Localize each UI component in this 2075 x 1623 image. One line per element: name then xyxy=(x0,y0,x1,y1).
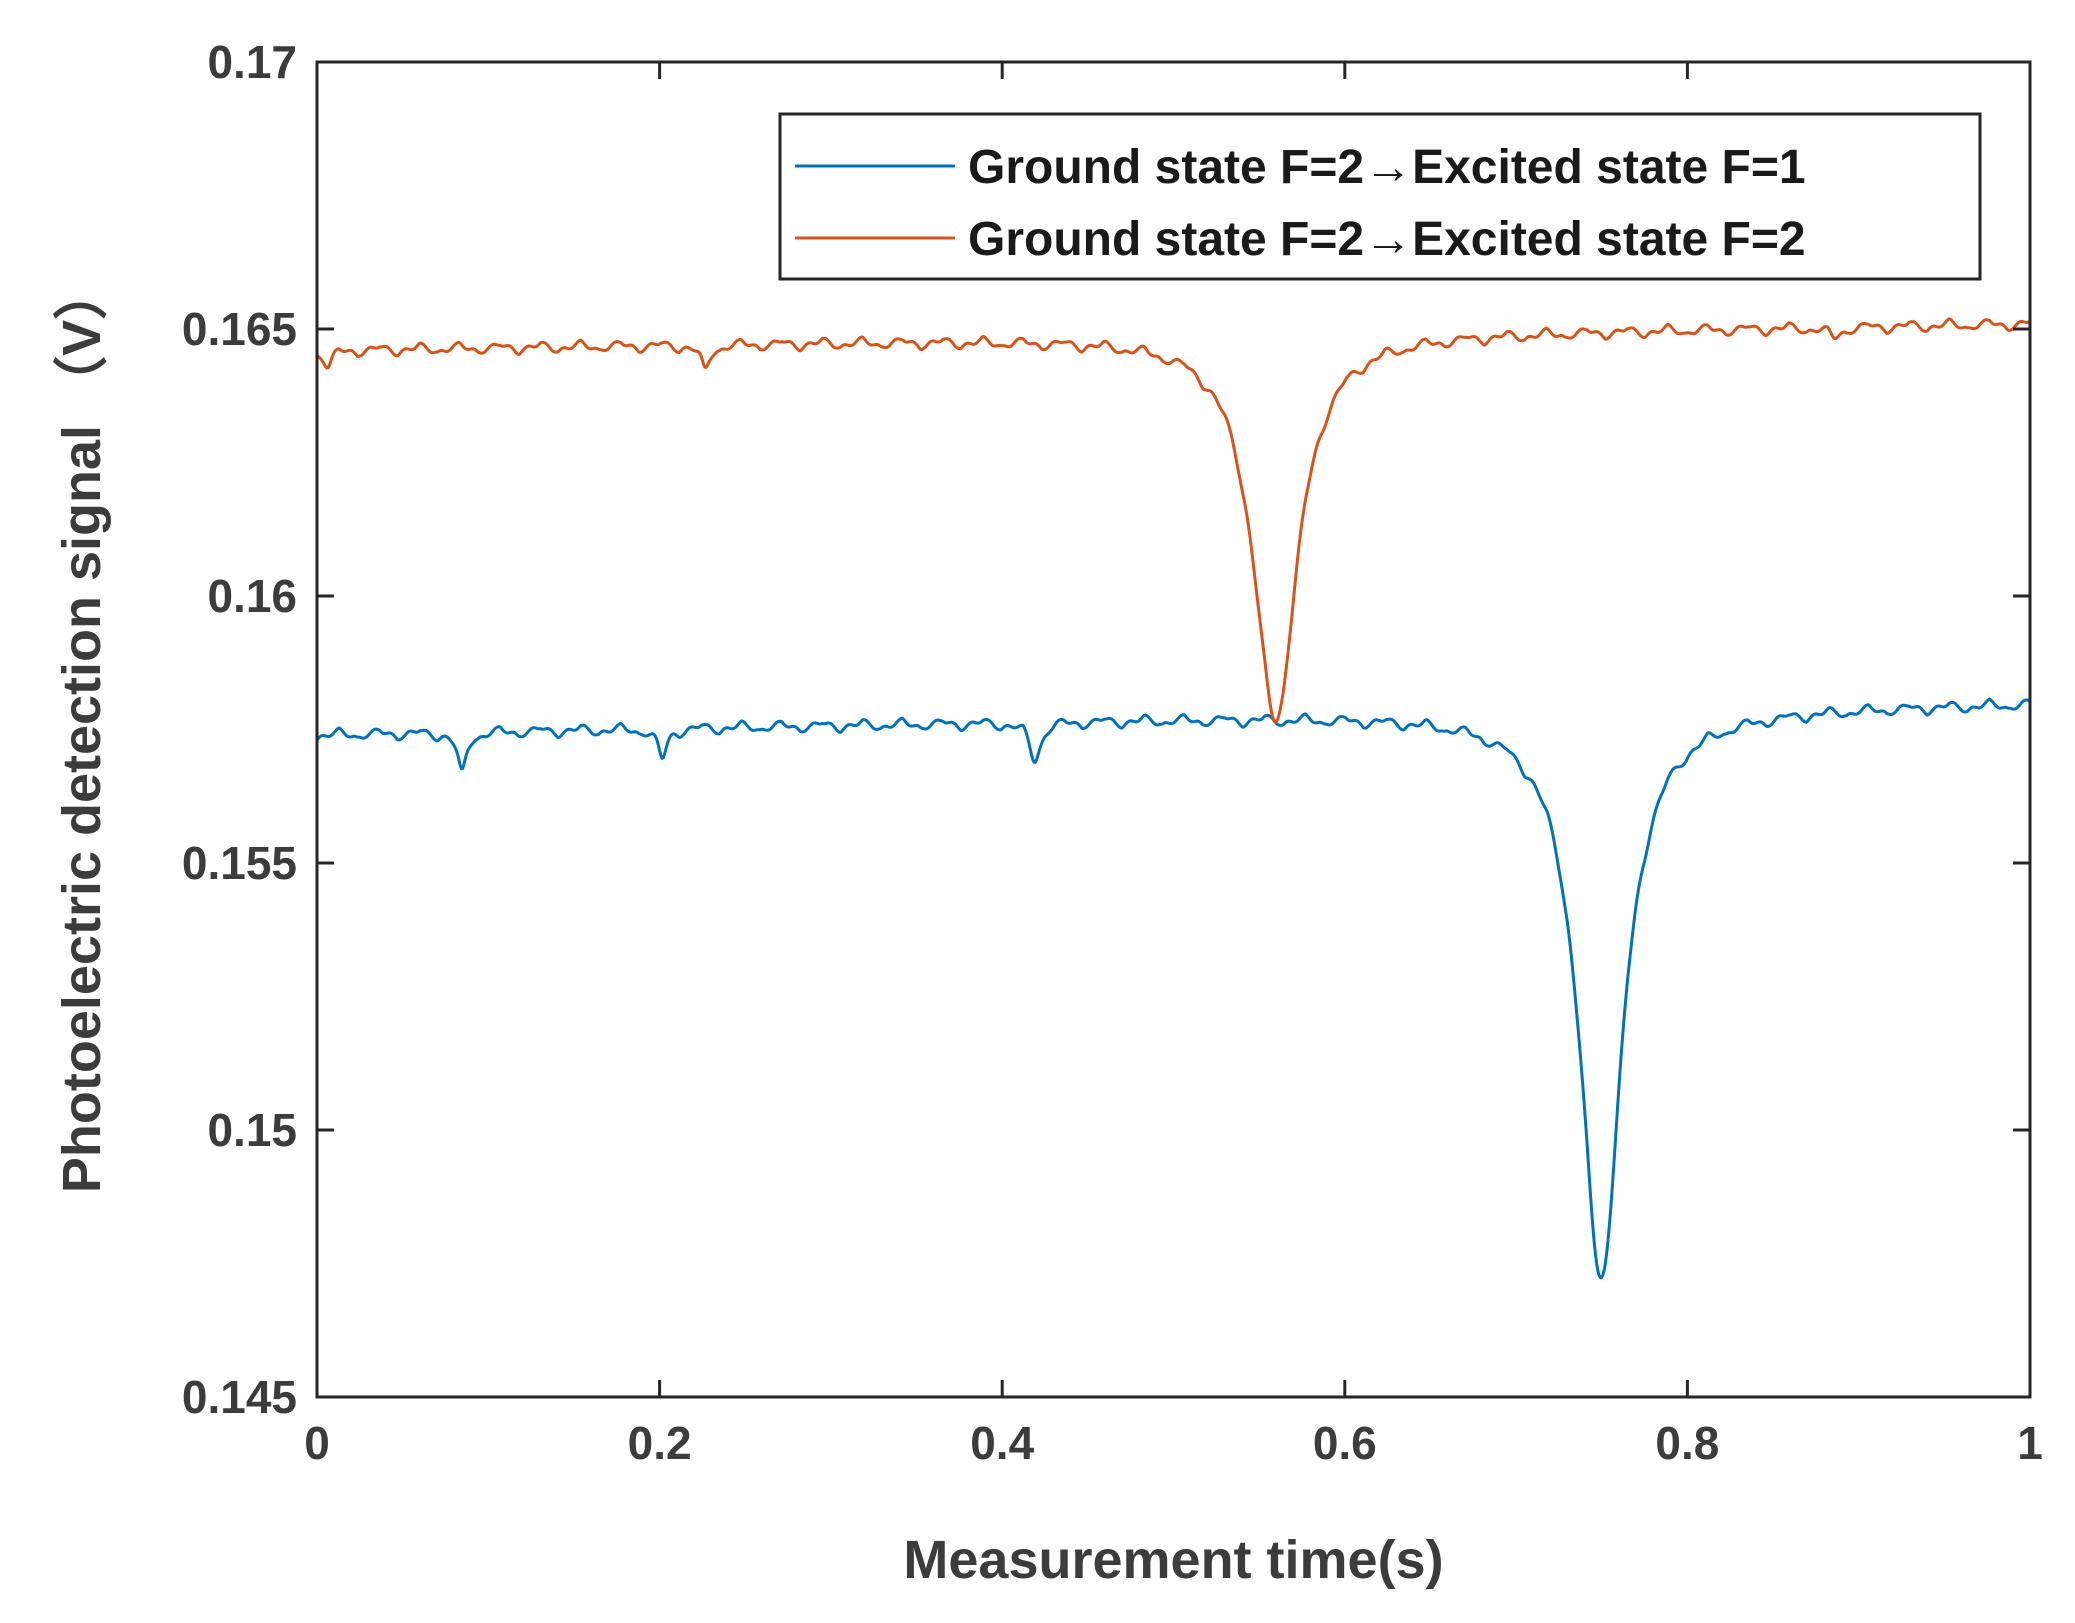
x-axis-label: Measurement time(s) xyxy=(903,1530,1443,1590)
legend: Ground state F=2→Excited state F=1 Ground… xyxy=(778,112,1982,281)
x-tick-label: 0.2 xyxy=(628,1417,692,1469)
x-tick-label: 0.8 xyxy=(1655,1417,1719,1469)
series-line-1 xyxy=(315,697,2031,1280)
legend-label-1: Ground state F=2→Excited state F=1 xyxy=(968,141,1806,194)
legend-box xyxy=(778,112,1982,281)
plot-area xyxy=(315,317,2031,1280)
y-tick-label: 0.16 xyxy=(207,570,297,622)
y-tick-label: 0.165 xyxy=(182,303,297,355)
x-tick-label: 0.6 xyxy=(1313,1417,1377,1469)
y-tick-label: 0.145 xyxy=(182,1371,297,1423)
axes: 0 0.2 0.4 0.6 0.8 1 0.145 0.15 0.155 0.16 0.165 0.1… xyxy=(182,36,2043,1469)
series-line-2 xyxy=(316,317,2031,724)
x-tick-label: 1 xyxy=(2017,1417,2043,1469)
y-tick-label: 0.155 xyxy=(182,837,297,889)
y-tick-label: 0.17 xyxy=(207,36,297,88)
x-tick-label: 0 xyxy=(304,1417,330,1469)
axes-frame xyxy=(315,60,2032,1399)
y-axis-label: Photoelectric detection signal （V） xyxy=(52,266,112,1193)
y-tick-label: 0.15 xyxy=(207,1104,297,1156)
x-tick-label: 0.4 xyxy=(970,1417,1034,1469)
legend-label-2: Ground state F=2→Excited state F=2 xyxy=(968,213,1806,266)
